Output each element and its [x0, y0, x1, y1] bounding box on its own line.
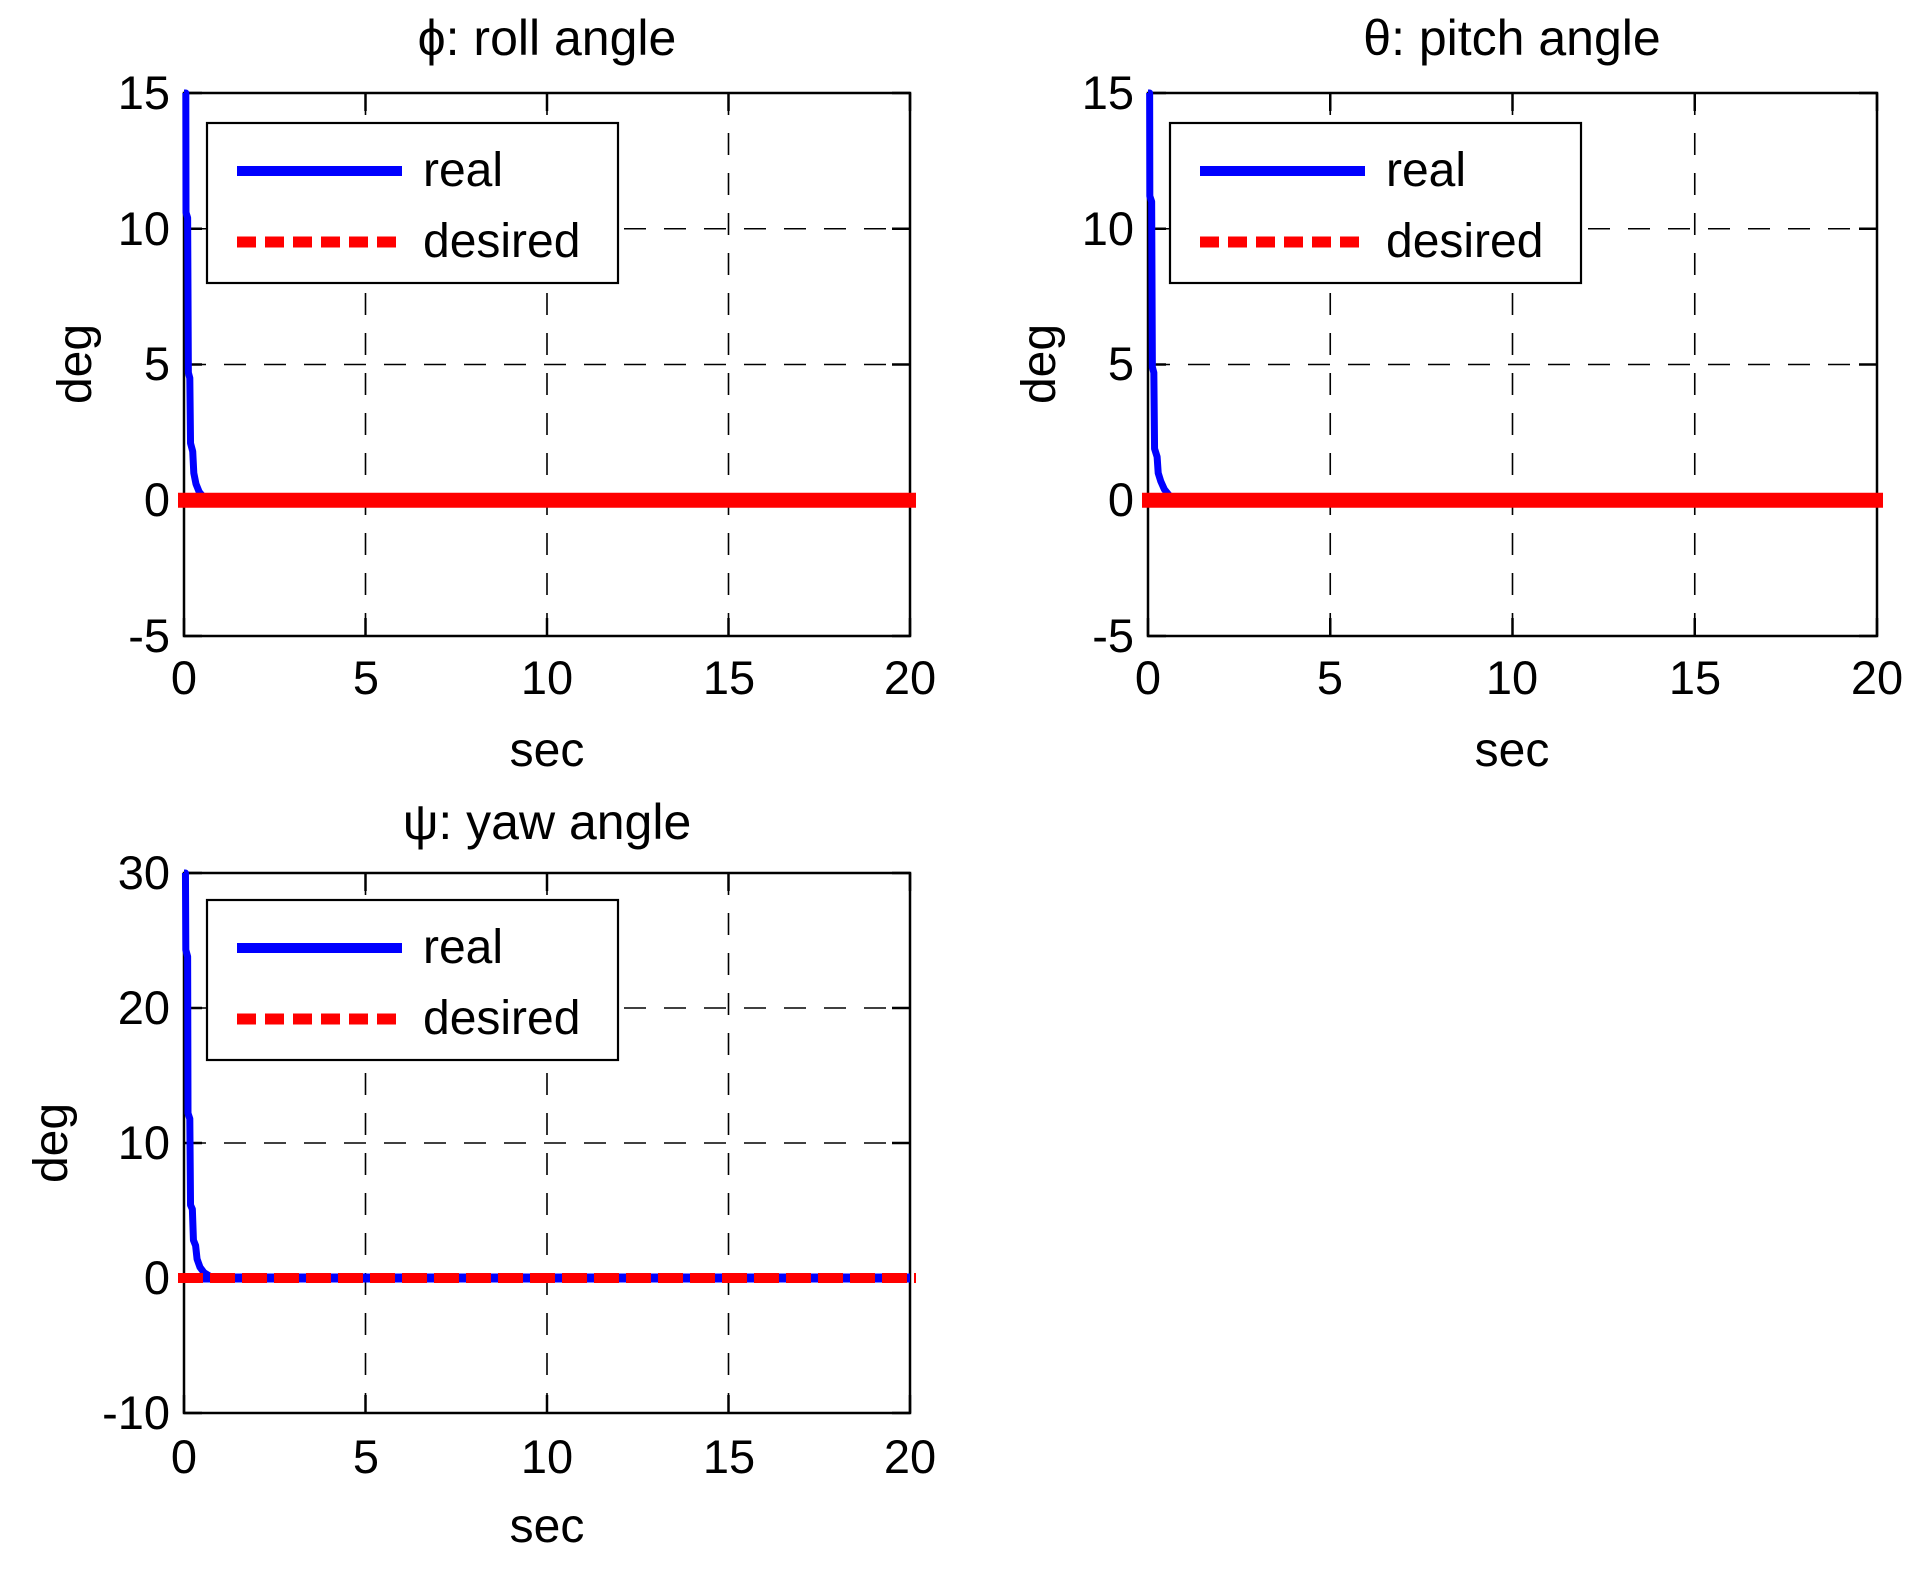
- x-tick-label: 20: [1850, 651, 1904, 704]
- roll-x-axis-label: sec: [509, 724, 585, 777]
- roll-title: ϕ: roll angle: [417, 10, 677, 66]
- y-tick-label: 0: [1107, 473, 1134, 526]
- x-tick-label: 5: [352, 651, 380, 704]
- x-tick-label: 0: [170, 651, 198, 704]
- yaw-title: ψ: yaw angle: [402, 794, 692, 850]
- legend-label-desired: desired: [1386, 215, 1544, 268]
- y-tick-label: -5: [128, 609, 170, 662]
- x-tick-label: 5: [352, 1430, 380, 1483]
- y-tick-label: 10: [117, 1116, 170, 1169]
- roll-plot-area: [178, 89, 916, 638]
- x-tick-label: 20: [883, 651, 937, 704]
- y-tick-label: 5: [143, 337, 170, 390]
- x-tick-label: 15: [702, 1430, 756, 1483]
- y-tick-label: 15: [117, 66, 170, 119]
- legend-label-desired: desired: [423, 992, 581, 1045]
- y-tick-label: 15: [1081, 66, 1134, 119]
- x-tick-label: 5: [1316, 651, 1344, 704]
- pitch-legend: [1168, 121, 1583, 285]
- y-tick-label: -5: [1092, 609, 1134, 662]
- x-tick-label: 10: [1485, 651, 1539, 704]
- y-tick-label: 5: [1107, 337, 1134, 390]
- yaw-legend: [205, 898, 620, 1062]
- legend-label-real: real: [423, 921, 504, 974]
- roll-legend: [205, 121, 620, 285]
- legend-label-desired: desired: [423, 215, 581, 268]
- legend-label-real: real: [1386, 144, 1467, 197]
- x-tick-label: 20: [883, 1430, 937, 1483]
- pitch-plot-area: [1142, 89, 1883, 638]
- legend-label-real: real: [423, 144, 504, 197]
- pitch-x-axis-label: sec: [1474, 724, 1550, 777]
- y-tick-label: 20: [117, 981, 170, 1034]
- y-tick-label: 10: [1081, 202, 1134, 255]
- x-tick-label: 0: [170, 1430, 198, 1483]
- y-tick-label: 30: [117, 846, 170, 899]
- y-tick-label: 10: [117, 202, 170, 255]
- x-tick-label: 15: [702, 651, 756, 704]
- y-tick-label: -10: [102, 1386, 170, 1439]
- x-tick-label: 10: [520, 651, 574, 704]
- x-tick-label: 0: [1134, 651, 1162, 704]
- y-tick-label: 0: [143, 1251, 170, 1304]
- y-tick-label: 0: [143, 473, 170, 526]
- x-tick-label: 10: [520, 1430, 574, 1483]
- pitch-title: θ: pitch angle: [1363, 10, 1661, 66]
- x-tick-label: 15: [1668, 651, 1722, 704]
- yaw-x-axis-label: sec: [509, 1500, 585, 1553]
